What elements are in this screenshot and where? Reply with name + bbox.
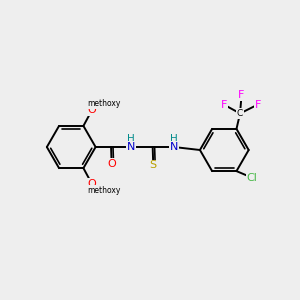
Text: S: S [150, 160, 157, 170]
Text: C: C [237, 109, 243, 118]
Text: H: H [128, 134, 135, 144]
Text: H: H [170, 134, 178, 144]
Text: O: O [87, 178, 96, 189]
Text: O: O [87, 106, 96, 116]
Text: F: F [255, 100, 261, 110]
Text: F: F [220, 100, 227, 110]
Text: O: O [107, 159, 116, 169]
Text: Cl: Cl [247, 172, 257, 183]
Text: methoxy: methoxy [87, 99, 120, 108]
Text: F: F [238, 90, 245, 100]
Text: methoxy: methoxy [87, 186, 120, 195]
Text: N: N [170, 142, 178, 152]
Text: N: N [127, 142, 136, 152]
